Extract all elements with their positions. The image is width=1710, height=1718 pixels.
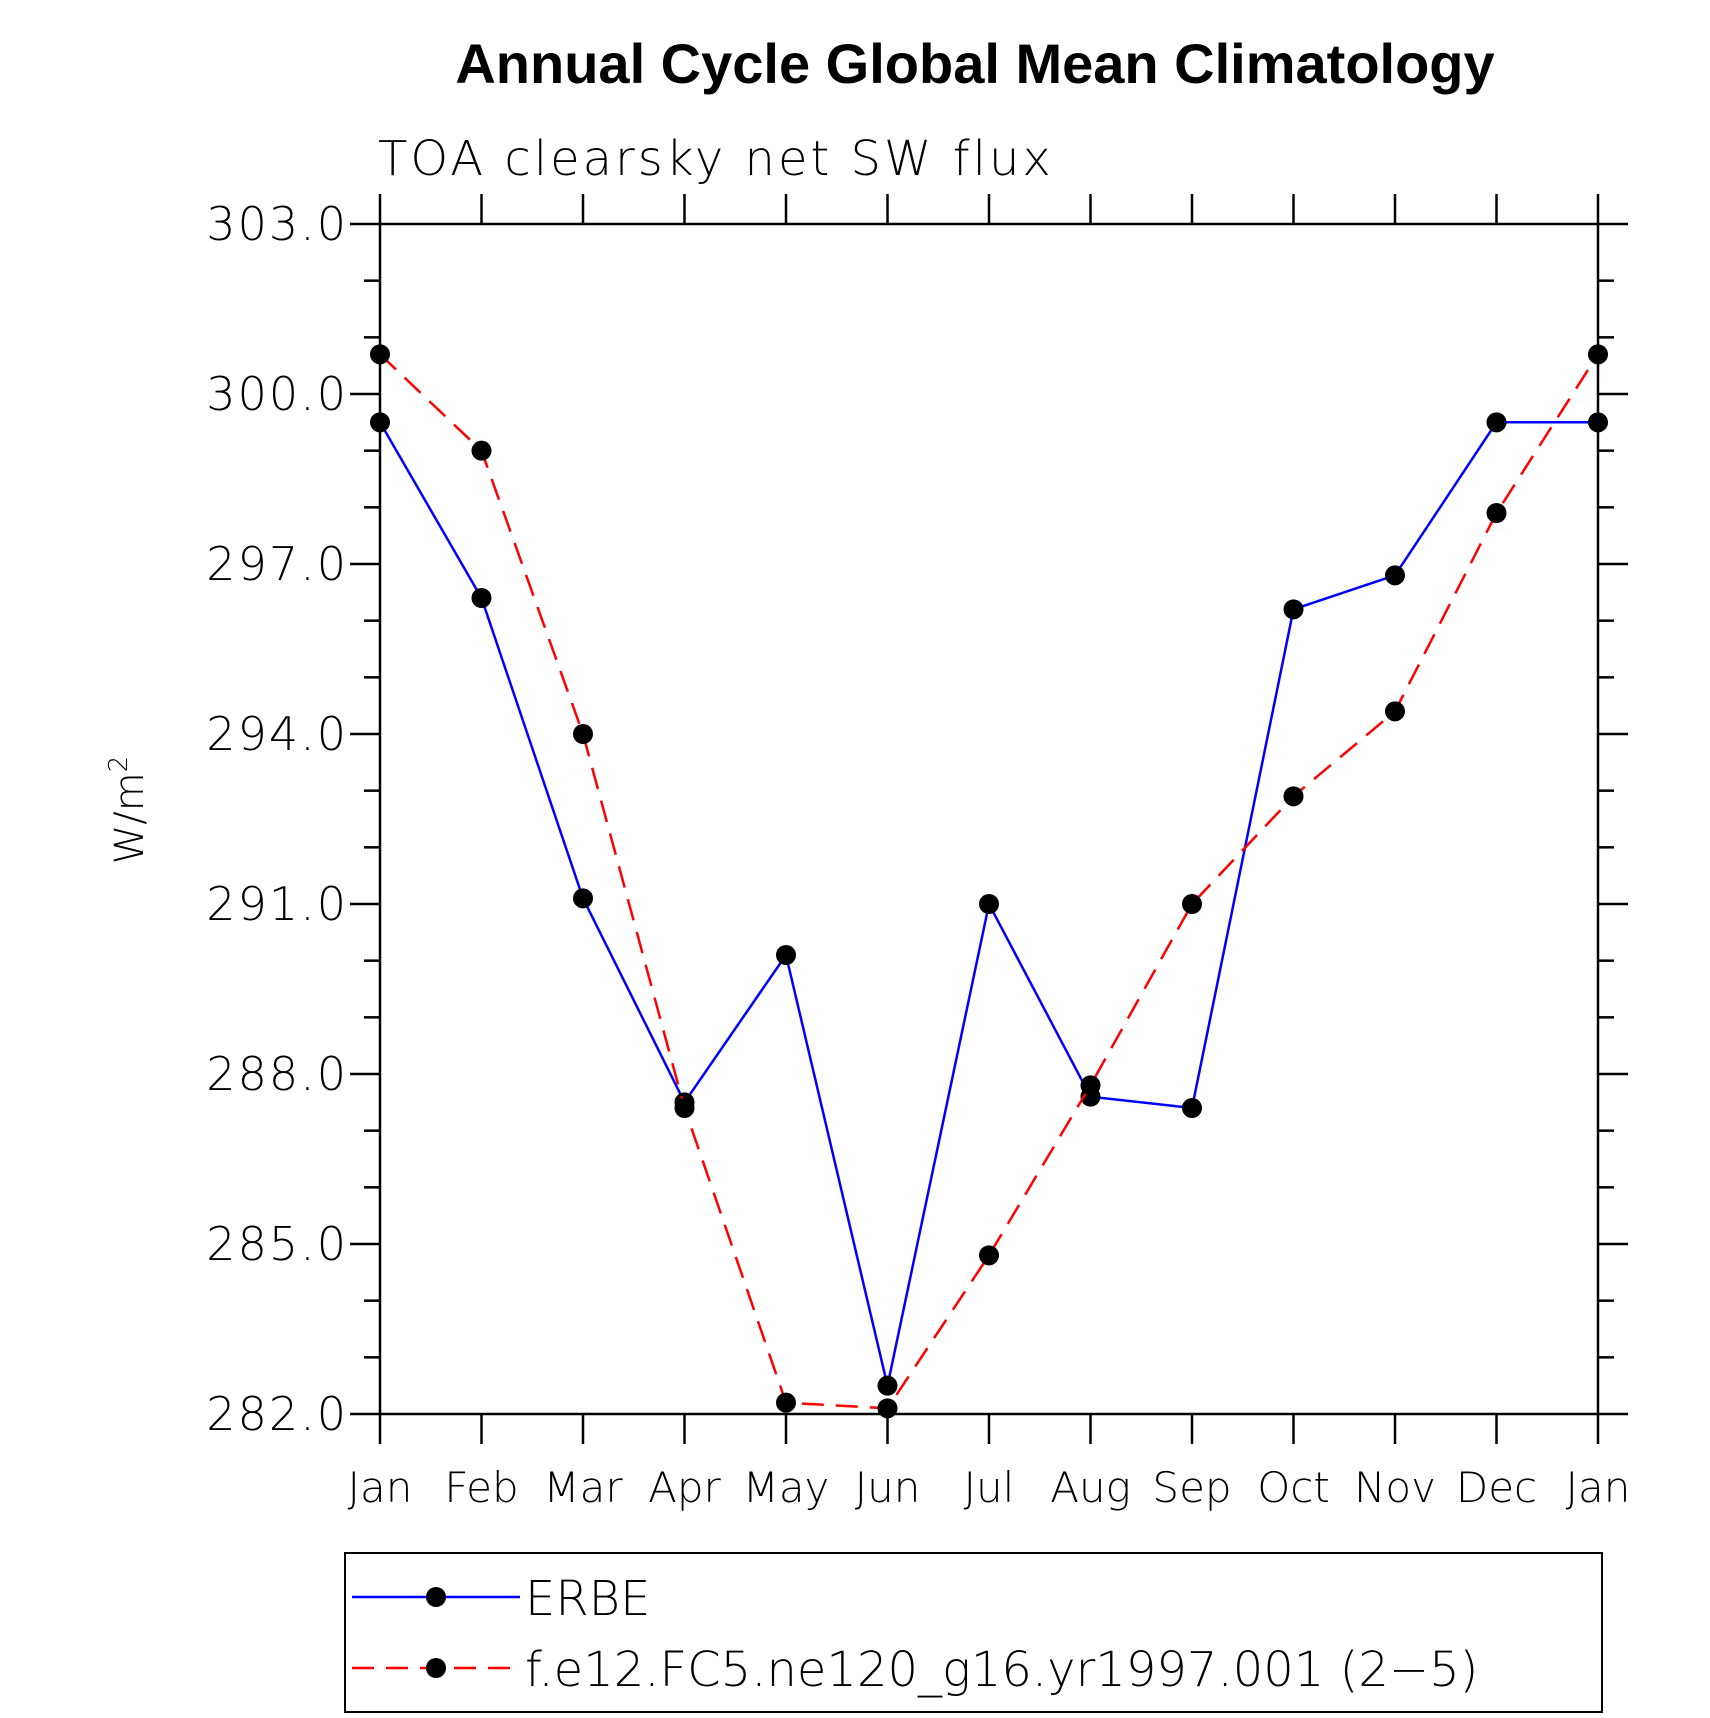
y-axis-title-base: W/m: [107, 772, 153, 864]
legend: ERBE f.e12.FC5.ne120_g16.yr1997.001 (2−5…: [344, 1552, 1603, 1713]
y-tick-label: 303.0: [206, 197, 348, 251]
data-point: [1182, 894, 1202, 914]
data-point: [1486, 412, 1507, 433]
data-point: [1588, 344, 1608, 365]
svg-text:W/m2: W/m2: [104, 756, 153, 865]
data-point: [1588, 412, 1608, 433]
data-point: [1385, 565, 1405, 586]
chart-subtitle: TOA clearsky net SW flux: [378, 131, 1054, 187]
data-point: [979, 1245, 999, 1266]
data-point: [471, 440, 492, 461]
data-point: [573, 888, 593, 909]
y-tick-label: 288.0: [206, 1047, 348, 1101]
x-tick-label: Jun: [855, 1463, 921, 1512]
y-tick-label: 297.0: [206, 537, 348, 591]
data-point: [370, 412, 390, 433]
x-tick-label: Sep: [1152, 1463, 1231, 1512]
y-tick-label: 282.0: [206, 1387, 348, 1441]
data-point: [1182, 1098, 1202, 1118]
x-tick-label: Feb: [444, 1463, 518, 1512]
data-point: [1486, 503, 1507, 523]
data-point: [370, 344, 390, 365]
data-point: [776, 945, 796, 965]
legend-box: [344, 1552, 1603, 1713]
x-tick-label: Dec: [1456, 1463, 1537, 1512]
data-point: [877, 1398, 898, 1419]
series-layer: [370, 344, 1608, 1419]
legend-label-erbe: ERBE: [525, 1571, 650, 1627]
y-tick-label: 294.0: [206, 707, 348, 761]
x-tick-label: Jan: [348, 1463, 413, 1512]
y-tick-label: 291.0: [206, 877, 348, 931]
x-tick-label: Oct: [1257, 1463, 1330, 1512]
data-point: [1385, 701, 1405, 722]
x-tick-label: Jan: [1566, 1463, 1631, 1512]
x-tick-label: Mar: [543, 1463, 623, 1512]
legend-marker-model: [426, 1658, 446, 1678]
y-tick-label: 300.0: [206, 367, 348, 421]
data-point: [979, 894, 999, 914]
legend-label-model: f.e12.FC5.ne120_g16.yr1997.001 (2−5): [525, 1642, 1478, 1698]
data-point: [674, 1098, 695, 1118]
data-point: [471, 588, 492, 608]
plot-frame: [378, 222, 1600, 1416]
chart-title: Annual Cycle Global Mean Climatology: [455, 32, 1494, 95]
x-tick-label: Apr: [648, 1463, 721, 1512]
y-tick-label: 285.0: [206, 1217, 348, 1271]
x-tick-label: Aug: [1050, 1463, 1131, 1512]
data-point: [573, 724, 593, 744]
data-point: [877, 1375, 898, 1396]
data-point: [1080, 1075, 1101, 1096]
data-point: [1283, 599, 1304, 620]
series-1: [370, 344, 1608, 1419]
y-axis-title-superscript: 2: [104, 756, 134, 773]
x-tick-label: Nov: [1354, 1463, 1436, 1512]
x-tick-label: May: [743, 1463, 830, 1512]
axes: 282.0 285.0 288.0 291.0 294.0 297.0 300.0 303.0…: [206, 194, 1630, 1512]
x-tick-label: Jul: [964, 1463, 1015, 1512]
legend-marker-erbe: [426, 1587, 446, 1607]
data-point: [1283, 786, 1304, 807]
y-axis-title: W/m2: [104, 756, 153, 865]
data-point: [776, 1392, 796, 1413]
